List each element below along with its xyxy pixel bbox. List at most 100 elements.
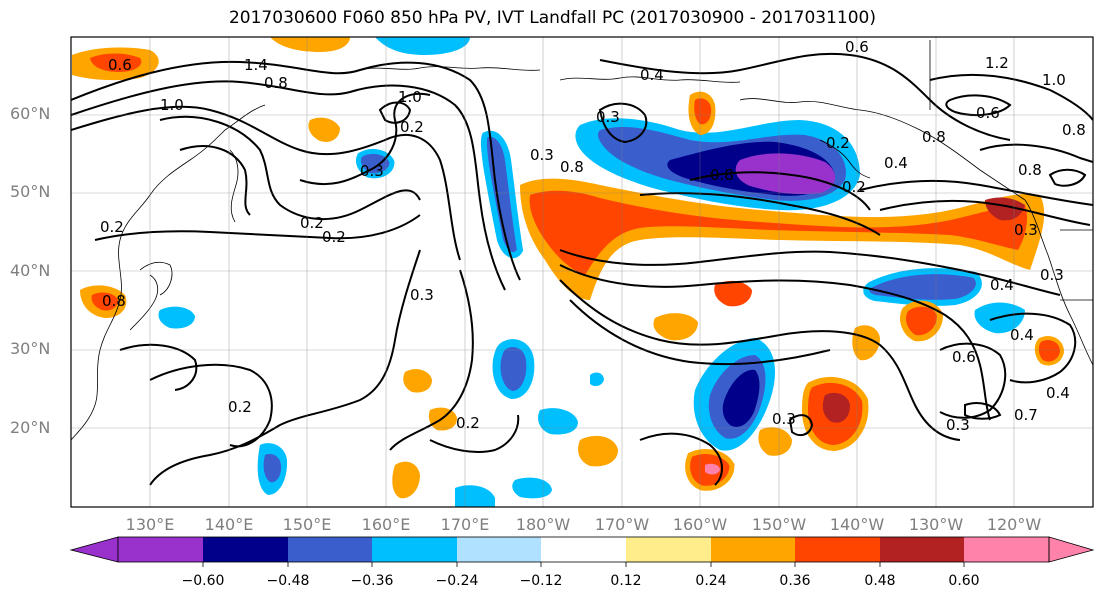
colorbar-extend-low bbox=[69, 536, 119, 563]
pv-shading bbox=[72, 37, 1065, 507]
contour-label: 0.6 bbox=[976, 104, 1000, 122]
positive-cell-d bbox=[822, 392, 850, 423]
lon-label: 130°E bbox=[125, 515, 175, 534]
contour-label: 0.4 bbox=[1046, 384, 1070, 402]
lon-label: 140°W bbox=[829, 515, 885, 534]
contour-label: 0.4 bbox=[1010, 326, 1034, 344]
contour-label: 0.2 bbox=[322, 228, 346, 246]
contour-label: 0.3 bbox=[360, 162, 384, 180]
contour-label: 0.4 bbox=[990, 276, 1014, 294]
lon-label: 170°W bbox=[594, 515, 650, 534]
contour-label: 1.4 bbox=[244, 56, 268, 74]
positive-cell-k bbox=[578, 435, 618, 467]
positive-cell-i bbox=[392, 461, 420, 499]
pv-contours bbox=[71, 52, 1093, 486]
contour-label: 0.3 bbox=[1014, 221, 1038, 239]
negative-subtropical-core bbox=[722, 369, 760, 427]
contour-label: 0.2 bbox=[300, 214, 324, 232]
contour-label: 0.6 bbox=[845, 38, 869, 56]
map-title: 2017030600 F060 850 hPa PV, IVT Landfall… bbox=[228, 8, 876, 28]
contour-label: 0.3 bbox=[530, 146, 554, 164]
colorbar-swatch bbox=[457, 537, 541, 562]
positive-kamchatka-core bbox=[90, 53, 142, 72]
contour-label: 0.8 bbox=[560, 158, 584, 176]
contour-label: 0.4 bbox=[640, 66, 664, 84]
colorbar-ticks bbox=[202, 562, 965, 567]
colorbar-swatch bbox=[964, 537, 1049, 562]
contour-label: 1.0 bbox=[1042, 71, 1066, 89]
colorbar-tick-label: −0.48 bbox=[266, 573, 310, 589]
contour-label: 0.3 bbox=[1040, 266, 1064, 284]
contour-labels: 0.6 1.4 0.8 1.0 1.0 0.2 0.3 0.4 0.6 1.2 … bbox=[100, 38, 1086, 434]
contour-label: 0.2 bbox=[228, 398, 252, 416]
positive-cell-h bbox=[758, 427, 792, 456]
colorbar-swatch bbox=[203, 537, 288, 562]
colorbar-swatch bbox=[118, 537, 203, 562]
colorbar-tick-label: −0.12 bbox=[519, 573, 563, 589]
lon-label: 180°W bbox=[515, 515, 571, 534]
contour-label: 0.8 bbox=[1062, 121, 1086, 139]
contour-label: 0.8 bbox=[922, 128, 946, 146]
colorbar-swatch bbox=[541, 537, 626, 562]
contour-label: 1.0 bbox=[160, 96, 184, 114]
lon-label: 150°E bbox=[282, 515, 332, 534]
positive-cell-g bbox=[705, 463, 720, 475]
colorbar-tick-label: 0.36 bbox=[779, 573, 811, 589]
colorbar-swatch bbox=[626, 537, 711, 562]
colorbar-tick-label: 0.60 bbox=[948, 573, 980, 589]
positive-cell-j bbox=[403, 369, 432, 393]
contour-label: 0.3 bbox=[772, 410, 796, 428]
contour-label: 0.2 bbox=[826, 134, 850, 152]
contour-label: 0.3 bbox=[596, 108, 620, 126]
lon-label: 140°E bbox=[204, 515, 254, 534]
colorbar-swatch bbox=[288, 537, 372, 562]
negative-cell-f bbox=[590, 372, 604, 387]
negative-okhotsk bbox=[355, 149, 395, 179]
positive-alaska-core bbox=[694, 98, 712, 125]
colorbar-swatch bbox=[711, 537, 795, 562]
contour-label: 0.8 bbox=[710, 166, 734, 184]
positive-japan-core bbox=[91, 292, 118, 311]
positive-cell-a bbox=[653, 313, 698, 341]
contour-label: 0.3 bbox=[410, 286, 434, 304]
lat-label: 60°N bbox=[10, 104, 51, 123]
colorbar bbox=[69, 536, 1095, 567]
contour-label: 0.2 bbox=[100, 218, 124, 236]
positive-anomaly-core bbox=[529, 190, 1028, 275]
lon-label: 160°W bbox=[672, 515, 728, 534]
positive-cell-l bbox=[852, 325, 880, 361]
positive-cell-m bbox=[1034, 336, 1065, 366]
positive-cell-b bbox=[714, 280, 752, 307]
negative-cell-g bbox=[512, 477, 552, 499]
colorbar-swatch bbox=[795, 537, 880, 562]
lat-label: 50°N bbox=[10, 182, 51, 201]
gridlines bbox=[71, 37, 1093, 507]
colorbar-frame bbox=[117, 536, 1050, 563]
contour-label: 0.3 bbox=[946, 416, 970, 434]
contour-label: 1.0 bbox=[398, 88, 422, 106]
colorbar-tick-label: −0.60 bbox=[181, 573, 225, 589]
colorbar-tick-label: −0.36 bbox=[350, 573, 394, 589]
colorbar-tick-label: 0.24 bbox=[695, 573, 727, 589]
lat-label: 30°N bbox=[10, 339, 51, 358]
contour-label: 1.2 bbox=[985, 54, 1009, 72]
coastlines bbox=[71, 40, 1093, 441]
contour-label: 0.8 bbox=[1018, 161, 1042, 179]
contour-label: 0.8 bbox=[102, 292, 126, 310]
positive-north-sea bbox=[308, 117, 340, 142]
negative-cell-b bbox=[263, 454, 282, 483]
negative-cell-e bbox=[158, 306, 195, 329]
colorbar-extend-high bbox=[1048, 536, 1095, 563]
lon-label: 130°W bbox=[908, 515, 964, 534]
colorbar-swatch bbox=[372, 537, 457, 562]
colorbar-swatch bbox=[880, 537, 964, 562]
colorbar-tick-label: 0.12 bbox=[610, 573, 642, 589]
lat-label: 40°N bbox=[10, 261, 51, 280]
negative-central-pacific bbox=[492, 339, 535, 400]
contour-label: 0.8 bbox=[264, 74, 288, 92]
contour-label: 0.6 bbox=[952, 348, 976, 366]
negative-north-top bbox=[375, 37, 470, 55]
contour-label: 0.2 bbox=[456, 414, 480, 432]
map-frame bbox=[70, 36, 1094, 508]
